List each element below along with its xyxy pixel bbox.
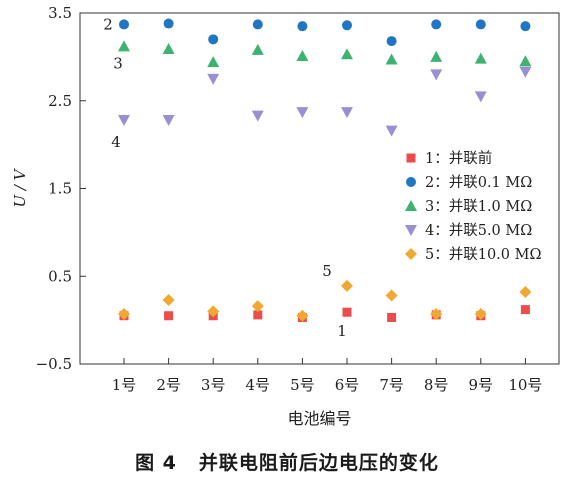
annotation-s5: 5 <box>322 262 332 280</box>
data-point-s1 <box>342 307 352 317</box>
data-point-s3 <box>296 49 309 61</box>
x-axis-label: 电池编号 <box>287 409 351 428</box>
data-point-s3 <box>251 43 264 55</box>
data-point-s1 <box>164 311 174 321</box>
y-tick-label: −0.5 <box>36 355 72 373</box>
x-tick-label: 4号 <box>246 376 271 394</box>
data-point-s4 <box>251 110 264 122</box>
annotation-s3: 3 <box>113 54 123 72</box>
legend-label-s4: 4：并联5.0 MΩ <box>425 222 532 239</box>
figure-number: 图 4 <box>135 452 177 474</box>
figure-caption-text: 并联电阻前后边电压的变化 <box>198 452 439 474</box>
legend-label-s2: 2：并联0.1 MΩ <box>425 174 532 191</box>
y-axis-label: U / V <box>11 167 29 207</box>
series-s4 <box>118 66 532 137</box>
data-point-s5 <box>162 293 175 306</box>
data-point-s3 <box>474 52 487 64</box>
data-point-s5 <box>385 289 398 302</box>
data-point-s2 <box>475 19 486 30</box>
data-point-s4 <box>430 69 443 81</box>
data-point-s3 <box>430 50 443 62</box>
legend-label-s1: 1：并联前 <box>425 150 492 167</box>
data-point-s5 <box>519 286 532 299</box>
series-s5 <box>118 279 532 322</box>
data-point-s1 <box>387 312 397 322</box>
axes: 3.5 2.5 1.5 0.5 −0.5 1号 2号 3号 4号 5号 6号 7号 8号 9号 10号电池编… <box>11 4 560 428</box>
x-tick-label: 2号 <box>156 376 181 394</box>
data-point-s2 <box>520 21 531 32</box>
data-point-s3 <box>207 56 220 68</box>
x-tick-label: 3号 <box>201 376 226 394</box>
data-series <box>118 18 532 322</box>
x-tick-label: 9号 <box>469 376 494 394</box>
data-point-s4 <box>385 125 398 137</box>
data-point-s3 <box>341 48 353 60</box>
y-tick-label: 2.5 <box>48 92 72 110</box>
legend-marker-s2 <box>406 177 416 187</box>
data-point-s4 <box>474 91 487 103</box>
legend: 1：并联前 2：并联0.1 MΩ 3：并联1.0 MΩ 4：并联5.0 MΩ 5：并联1… <box>405 150 542 263</box>
data-point-s3 <box>118 40 130 52</box>
legend-marker-s4 <box>405 225 417 236</box>
y-tick-label: 1.5 <box>48 180 72 198</box>
legend-marker-s5 <box>405 248 417 260</box>
data-point-s4 <box>341 107 353 119</box>
annotation-s1: 1 <box>337 322 347 340</box>
data-point-s2 <box>297 21 308 32</box>
data-point-s2 <box>342 20 352 31</box>
legend-label-s3: 3：并联1.0 MΩ <box>425 198 532 215</box>
data-point-s5 <box>118 307 130 320</box>
data-point-s5 <box>474 307 487 320</box>
data-point-s4 <box>162 115 175 127</box>
x-tick-label: 7号 <box>379 376 404 394</box>
series-s2 <box>119 18 531 47</box>
series-s3 <box>118 40 532 68</box>
data-point-s3 <box>162 42 175 54</box>
data-point-s2 <box>119 19 129 30</box>
data-point-s2 <box>208 34 219 45</box>
y-tick-label: 0.5 <box>48 267 72 285</box>
data-point-s3 <box>385 53 398 65</box>
x-tick-label: 8号 <box>424 376 449 394</box>
x-tick-label: 6号 <box>335 376 360 394</box>
data-point-s1 <box>253 310 263 320</box>
legend-marker-s3 <box>405 200 417 211</box>
series-s1 <box>119 305 530 322</box>
data-point-s5 <box>296 309 309 322</box>
data-point-s4 <box>118 115 130 127</box>
x-tick-label: 1号 <box>112 376 137 394</box>
x-tick-label: 5号 <box>290 376 315 394</box>
data-point-s4 <box>519 66 532 78</box>
data-point-s5 <box>341 279 353 292</box>
data-point-s4 <box>296 107 309 119</box>
data-point-s1 <box>520 305 530 315</box>
data-point-s2 <box>431 19 442 30</box>
data-point-s5 <box>430 307 443 320</box>
series-annotations: 2 3 4 5 1 <box>103 15 347 340</box>
figure-caption: 图 4 并联电阻前后边电压的变化 <box>0 448 574 475</box>
data-point-s5 <box>251 300 264 313</box>
x-tick-label: 10号 <box>508 376 542 394</box>
data-point-s2 <box>252 19 263 30</box>
legend-marker-s1 <box>406 153 416 163</box>
y-tick-label: 3.5 <box>48 4 72 22</box>
data-point-s5 <box>207 305 220 318</box>
data-point-s2 <box>386 36 397 47</box>
data-point-s2 <box>163 18 174 29</box>
data-point-s3 <box>519 55 532 67</box>
legend-label-s5: 5：并联10.0 MΩ <box>425 246 542 263</box>
data-point-s4 <box>207 73 220 85</box>
annotation-s2: 2 <box>103 15 113 33</box>
scatter-chart: 3.5 2.5 1.5 0.5 −0.5 1号 2号 3号 4号 5号 6号 7号 8号 9号 10号电池编… <box>11 4 560 428</box>
annotation-s4: 4 <box>111 133 121 151</box>
